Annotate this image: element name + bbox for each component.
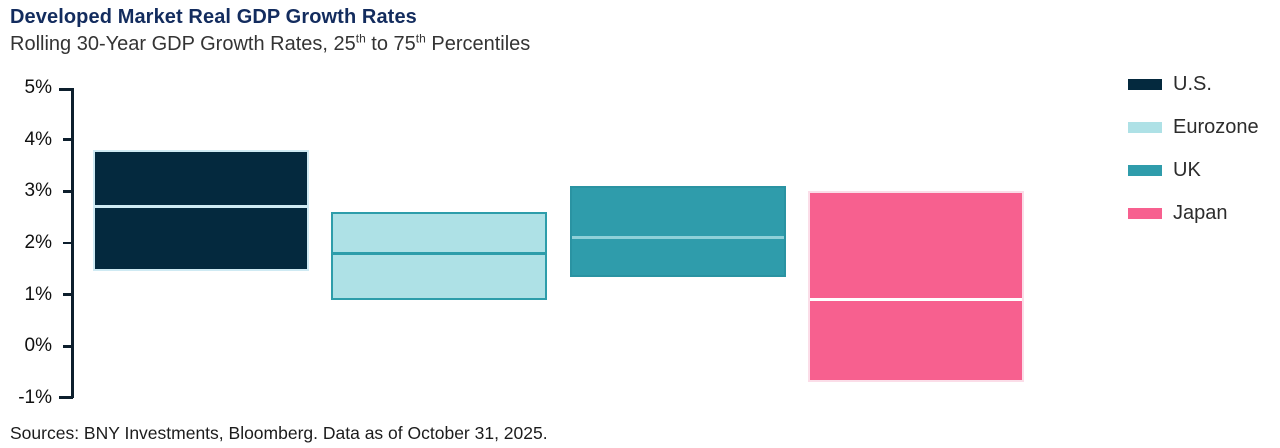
y-axis-tick xyxy=(63,293,73,296)
subtitle-text: Rolling 30-Year GDP Growth Rates, 25 xyxy=(10,33,356,55)
y-axis-tick xyxy=(63,241,73,245)
legend-label: Japan xyxy=(1173,201,1228,224)
subtitle-superscript: th xyxy=(355,31,366,46)
range-bar-us xyxy=(93,150,309,272)
y-axis-tick xyxy=(59,88,73,91)
median-line-us xyxy=(95,205,307,209)
y-axis-tick-label: 2% xyxy=(24,232,52,253)
y-axis-tick-label: 4% xyxy=(24,128,52,150)
legend-label: U.S. xyxy=(1173,72,1212,95)
median-line-eurozone xyxy=(333,251,545,255)
y-axis-tick-label: 1% xyxy=(24,283,52,305)
legend-label: Eurozone xyxy=(1173,115,1259,138)
legend: U.S. Eurozone UK Japan xyxy=(1128,72,1259,225)
y-axis-tick-label: -1% xyxy=(18,387,52,408)
legend-swatch-icon xyxy=(1128,121,1162,133)
legend-swatch-icon xyxy=(1128,78,1162,90)
y-axis-tick xyxy=(63,190,73,193)
legend-swatch-icon xyxy=(1128,207,1162,219)
y-axis-tick-label: 0% xyxy=(24,335,52,357)
range-bar-uk xyxy=(570,186,786,277)
y-axis-tick-label: 3% xyxy=(24,180,52,202)
plot-area: 5% 4% 3% 2% 1% 0% -1% xyxy=(18,77,1024,408)
legend-item-us: U.S. xyxy=(1128,72,1259,96)
subtitle-superscript: th xyxy=(415,31,426,46)
y-axis-tick-label: 5% xyxy=(24,77,52,98)
legend-item-eurozone: Eurozone xyxy=(1128,115,1259,139)
median-line-japan xyxy=(810,298,1022,302)
subtitle-text: to 75 xyxy=(365,33,416,55)
chart-title: Developed Market Real GDP Growth Rates xyxy=(10,6,417,28)
y-axis-tick xyxy=(63,345,73,348)
y-axis-tick xyxy=(63,138,73,141)
range-bar-eurozone xyxy=(331,212,547,300)
source-note: Sources: BNY Investments, Bloomberg. Dat… xyxy=(10,423,548,443)
legend-item-japan: Japan xyxy=(1128,201,1259,225)
median-line-uk xyxy=(572,236,784,240)
legend-item-uk: UK xyxy=(1128,158,1259,182)
subtitle-text: Percentiles xyxy=(425,33,531,55)
y-axis-tick xyxy=(59,395,73,399)
legend-swatch-icon xyxy=(1128,164,1162,176)
chart-subtitle: Rolling 30-Year GDP Growth Rates, 25th t… xyxy=(10,31,531,56)
legend-label: UK xyxy=(1173,158,1201,181)
range-bar-japan xyxy=(808,191,1024,383)
